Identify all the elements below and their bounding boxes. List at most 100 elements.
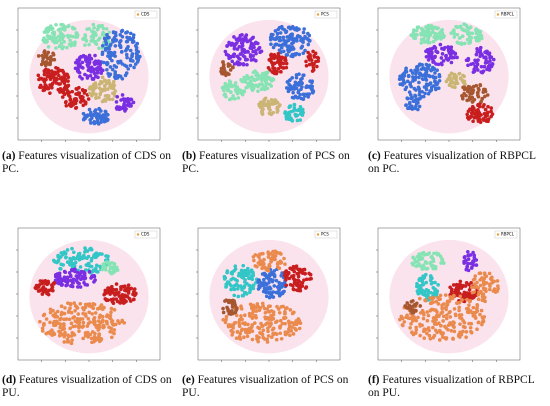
point — [465, 264, 470, 269]
point — [437, 328, 442, 333]
point — [107, 261, 112, 265]
point — [275, 265, 280, 269]
point — [463, 41, 467, 46]
point — [472, 310, 476, 315]
point — [91, 22, 96, 27]
point — [249, 75, 254, 79]
point — [290, 76, 294, 80]
point — [134, 54, 139, 59]
point — [429, 281, 434, 286]
point — [38, 279, 43, 283]
point — [429, 264, 434, 268]
point — [65, 337, 70, 341]
point — [471, 314, 476, 318]
point — [415, 33, 419, 37]
point — [96, 65, 100, 70]
point — [478, 283, 483, 288]
point — [405, 313, 409, 318]
point — [284, 277, 288, 282]
point — [83, 55, 87, 60]
point — [452, 35, 457, 39]
point — [435, 313, 439, 318]
point — [293, 320, 297, 325]
point — [74, 96, 78, 101]
point — [77, 281, 81, 286]
point — [277, 284, 281, 288]
point — [77, 329, 81, 333]
point — [465, 297, 469, 302]
point — [292, 96, 296, 100]
point — [83, 276, 88, 280]
point — [93, 311, 98, 315]
point — [72, 100, 77, 104]
point — [303, 34, 307, 39]
point — [104, 27, 109, 31]
point — [40, 329, 45, 333]
point — [283, 270, 288, 275]
point — [274, 332, 279, 336]
point — [128, 31, 133, 36]
point — [302, 278, 306, 282]
point — [265, 76, 270, 80]
point — [238, 331, 243, 336]
point — [424, 87, 429, 92]
point — [43, 281, 48, 286]
point — [292, 83, 297, 88]
point — [224, 285, 228, 289]
point — [412, 257, 417, 261]
point — [227, 79, 232, 83]
point — [257, 283, 261, 288]
point — [239, 304, 243, 308]
point — [85, 330, 90, 335]
point — [294, 75, 299, 80]
point — [413, 36, 418, 41]
point — [291, 284, 295, 288]
point — [452, 321, 456, 325]
point — [435, 50, 440, 55]
point — [264, 294, 269, 299]
point — [260, 82, 265, 87]
point — [241, 53, 246, 58]
point — [236, 56, 241, 60]
point — [413, 309, 418, 313]
point — [447, 74, 452, 78]
point — [230, 271, 234, 276]
point — [418, 324, 422, 328]
point — [242, 284, 247, 288]
point — [284, 61, 289, 66]
point — [464, 258, 468, 263]
point — [81, 320, 86, 325]
point — [102, 325, 106, 329]
point — [463, 284, 468, 288]
point — [251, 35, 256, 40]
point — [257, 253, 261, 257]
point — [278, 324, 282, 329]
point — [89, 247, 94, 252]
point — [110, 97, 115, 102]
point — [290, 311, 295, 316]
point — [306, 42, 311, 47]
point — [464, 330, 469, 334]
point — [496, 284, 500, 288]
point — [310, 84, 315, 89]
point — [417, 63, 422, 67]
point — [101, 262, 106, 266]
point — [277, 280, 282, 285]
point — [66, 34, 71, 38]
point — [477, 271, 482, 276]
scatter-panel: PCS — [196, 227, 341, 362]
point — [231, 323, 236, 328]
point — [430, 256, 435, 261]
point — [473, 64, 478, 69]
point — [104, 61, 109, 65]
point — [93, 53, 97, 58]
point — [261, 289, 266, 294]
point — [453, 76, 458, 80]
point — [284, 65, 289, 70]
point — [223, 69, 227, 73]
point — [444, 316, 449, 321]
point — [52, 57, 57, 62]
point — [440, 303, 444, 308]
point — [483, 299, 487, 304]
point — [251, 273, 255, 278]
